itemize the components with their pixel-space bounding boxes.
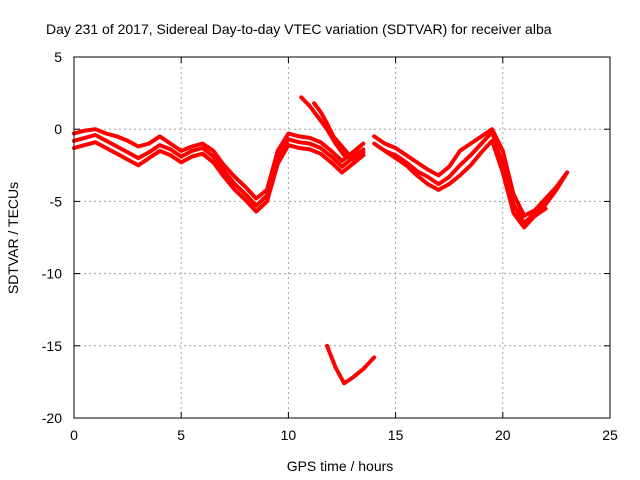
- x-axis-label: GPS time / hours: [287, 458, 394, 474]
- series-line-s9: [325, 343, 377, 386]
- x-tick-label: 25: [602, 427, 618, 443]
- x-tick-label: 15: [388, 427, 404, 443]
- y-tick-label: -5: [50, 193, 63, 209]
- series-line-s5: [312, 101, 364, 159]
- x-tick-label: 20: [495, 427, 511, 443]
- series-line-s2: [72, 133, 366, 208]
- x-tick-label: 10: [281, 427, 297, 443]
- series-line-s3: [72, 140, 366, 214]
- series-line-s6: [372, 127, 570, 218]
- series-line-s7: [372, 130, 570, 226]
- x-tick-label: 5: [177, 427, 185, 443]
- series-line-s1: [72, 127, 366, 201]
- grid-layer: [74, 57, 610, 418]
- plot-frame: [73, 56, 611, 419]
- x-tick-label: 0: [70, 427, 78, 443]
- y-axis-label: SDTVAR / TECUs: [5, 182, 21, 294]
- y-tick-label: 0: [54, 121, 62, 137]
- series-layer: [72, 95, 570, 386]
- chart-title: Day 231 of 2017, Sidereal Day-to-day VTE…: [46, 21, 552, 37]
- y-tick-label: -10: [42, 266, 62, 282]
- series-line-s8: [382, 138, 548, 230]
- y-tick-label: -15: [42, 338, 62, 354]
- y-tick-label: 5: [54, 49, 62, 65]
- y-tick-label: -20: [42, 410, 62, 426]
- tick-layer: 0 5 10 15 20 25 5 0 -5 -10 -15 -20: [42, 49, 618, 443]
